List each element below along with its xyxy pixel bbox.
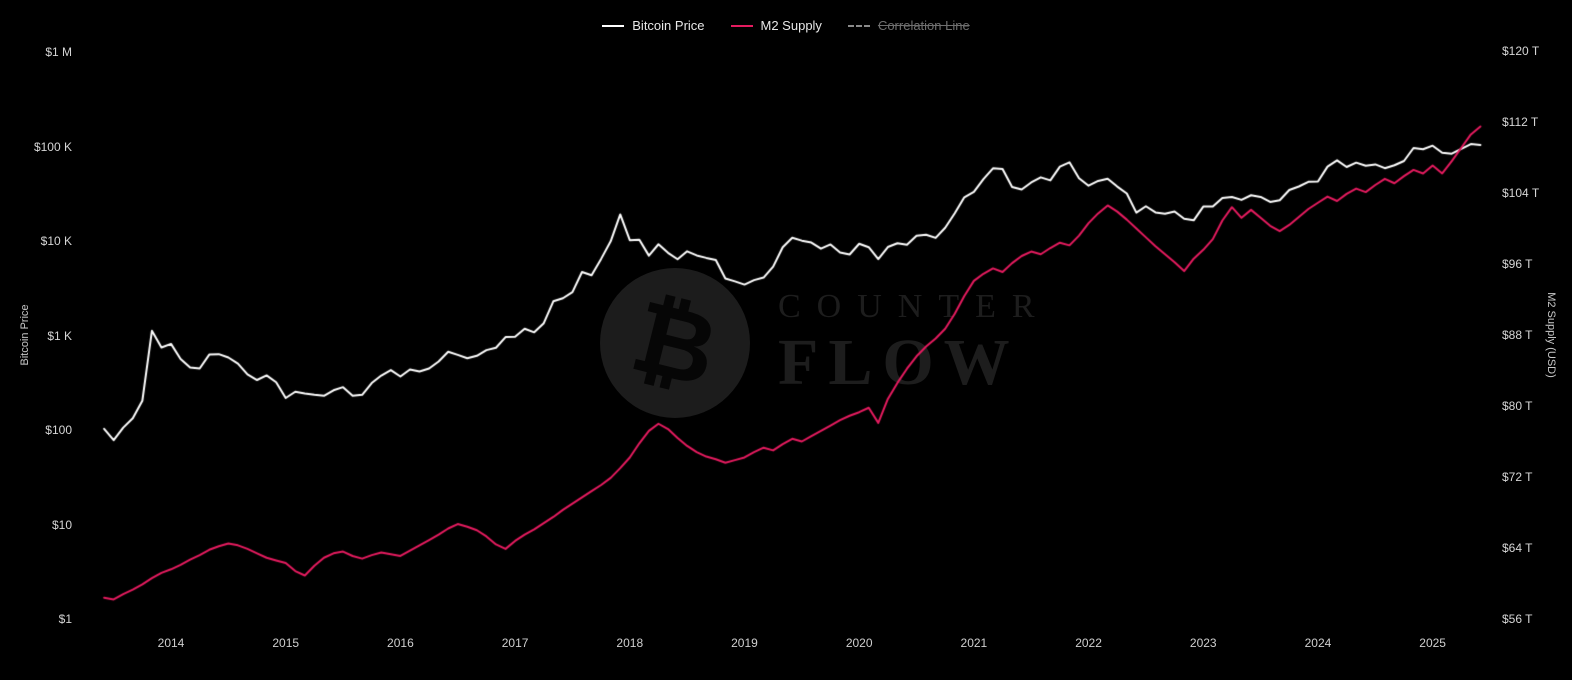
right-axis-title: M2 Supply (USD) [1545,292,1557,378]
left-axis-title: Bitcoin Price [19,304,31,366]
m2-line-sample-icon [730,24,753,27]
legend-label: M2 Supply [760,18,822,33]
legend-item-bitcoin-price[interactable]: Bitcoin Price [602,18,705,33]
bitcoin-line-sample-icon [602,24,625,27]
legend-item-m2-supply[interactable]: M2 Supply [730,18,822,33]
legend-label: Bitcoin Price [632,18,705,33]
legend-item-correlation-line[interactable]: Correlation Line [847,18,970,33]
correlation-line-sample-icon [847,24,870,27]
legend-label: Correlation Line [877,18,970,33]
chart-legend: Bitcoin Price M2 Supply Correlation Line [0,18,1572,33]
